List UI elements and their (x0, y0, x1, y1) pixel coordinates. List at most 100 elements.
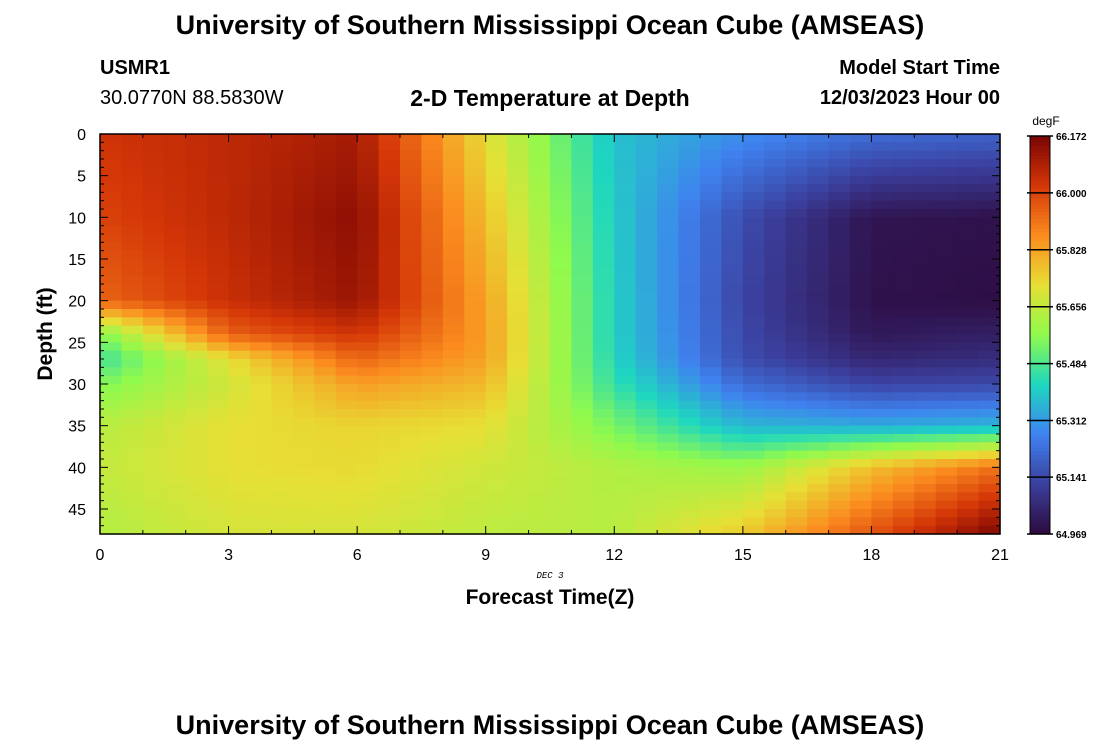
heatmap-cell (507, 409, 530, 418)
heatmap-cell (978, 325, 1001, 335)
heatmap-cell (935, 384, 958, 393)
heatmap-cell (678, 234, 701, 243)
heatmap-cell (314, 267, 337, 277)
heatmap-cell (228, 209, 251, 218)
colorbar-segment (1030, 262, 1050, 266)
heatmap-cell (850, 442, 873, 452)
heatmap-cell (571, 192, 594, 202)
heatmap-cell (571, 342, 594, 352)
heatmap-cell (142, 375, 165, 385)
heatmap-cell (271, 267, 294, 277)
heatmap-cell (850, 225, 873, 235)
colorbar-segment (1030, 341, 1050, 346)
heatmap-cell (185, 400, 208, 410)
heatmap-cell (828, 467, 851, 477)
heatmap-cell (635, 517, 658, 527)
heatmap-cell (314, 192, 337, 202)
heatmap-cell (764, 184, 787, 193)
heatmap-cell (657, 459, 680, 468)
colorbar-segment (1030, 149, 1050, 154)
heatmap-cell (742, 475, 765, 485)
heatmap-cell (442, 359, 465, 368)
heatmap-cell (100, 317, 123, 327)
heatmap-cell (314, 150, 337, 160)
heatmap-cell (464, 317, 487, 327)
heatmap-cell (807, 284, 830, 293)
heatmap-cell (828, 200, 851, 210)
heatmap-cell (142, 325, 165, 335)
heatmap-cell (657, 217, 680, 227)
heatmap-cell (721, 325, 744, 335)
heatmap-cell (421, 425, 444, 435)
heatmap-cell (271, 200, 294, 210)
heatmap-cell (785, 267, 808, 277)
heatmap-cell (614, 500, 637, 510)
heatmap-cell (185, 242, 208, 252)
heatmap-cell (528, 492, 551, 502)
heatmap-cell (528, 384, 551, 393)
heatmap-cell (271, 484, 294, 493)
heatmap-cell (378, 375, 401, 385)
heatmap-cell (378, 417, 401, 427)
heatmap-cell (100, 242, 123, 252)
heatmap-cell (207, 317, 230, 327)
heatmap-cell (657, 509, 680, 518)
heatmap-cell (292, 309, 315, 318)
heatmap-cell (314, 234, 337, 243)
heatmap-cell (850, 134, 873, 143)
heatmap-cell (635, 225, 658, 235)
heatmap-cell (485, 500, 508, 510)
heatmap-cell (957, 325, 980, 335)
heatmap-cell (892, 159, 915, 168)
heatmap-cell (528, 342, 551, 352)
heatmap-cell (100, 175, 123, 185)
x-tick-label: 15 (734, 547, 752, 564)
heatmap-cell (635, 267, 658, 277)
heatmap-cell (571, 475, 594, 485)
heatmap-cell (914, 517, 937, 527)
heatmap-cell (957, 475, 980, 485)
heatmap-cell (100, 500, 123, 510)
heatmap-cell (421, 384, 444, 393)
heatmap-cell (507, 309, 530, 318)
heatmap-cell (935, 259, 958, 268)
heatmap-cell (657, 400, 680, 410)
heatmap-cell (271, 334, 294, 343)
heatmap-cell (528, 200, 551, 210)
heatmap-cell (700, 175, 723, 185)
heatmap-cell (635, 509, 658, 518)
heatmap-cell (507, 150, 530, 160)
heatmap-cell (314, 242, 337, 252)
heatmap-cell (850, 434, 873, 443)
heatmap-cell (785, 275, 808, 285)
heatmap-cell (292, 150, 315, 160)
colorbar-segment (1030, 504, 1050, 509)
heatmap-cell (635, 425, 658, 435)
heatmap-cell (678, 159, 701, 168)
heatmap-cell (185, 442, 208, 452)
heatmap-cell (871, 275, 894, 285)
heatmap-cell (785, 500, 808, 510)
heatmap-cell (742, 467, 765, 477)
heatmap-cell (100, 359, 123, 368)
heatmap-cell (485, 509, 508, 518)
colorbar-segment (1030, 371, 1050, 376)
heatmap-cell (850, 184, 873, 193)
heatmap-cell (250, 325, 273, 335)
heatmap-cell (978, 517, 1001, 527)
heatmap-cell (228, 334, 251, 343)
heatmap-cell (550, 267, 573, 277)
heatmap-cell (507, 342, 530, 352)
heatmap-cell (207, 159, 230, 168)
heatmap-cell (100, 267, 123, 277)
heatmap-cell (507, 509, 530, 518)
heatmap-cell (850, 492, 873, 502)
heatmap-cell (807, 467, 830, 477)
colorbar-segment (1030, 464, 1050, 469)
heatmap-cell (378, 150, 401, 160)
heatmap-cell (357, 184, 380, 193)
heatmap-cell (314, 134, 337, 143)
colorbar-segment (1030, 152, 1050, 157)
heatmap-cell (764, 417, 787, 427)
heatmap-cell (442, 325, 465, 335)
